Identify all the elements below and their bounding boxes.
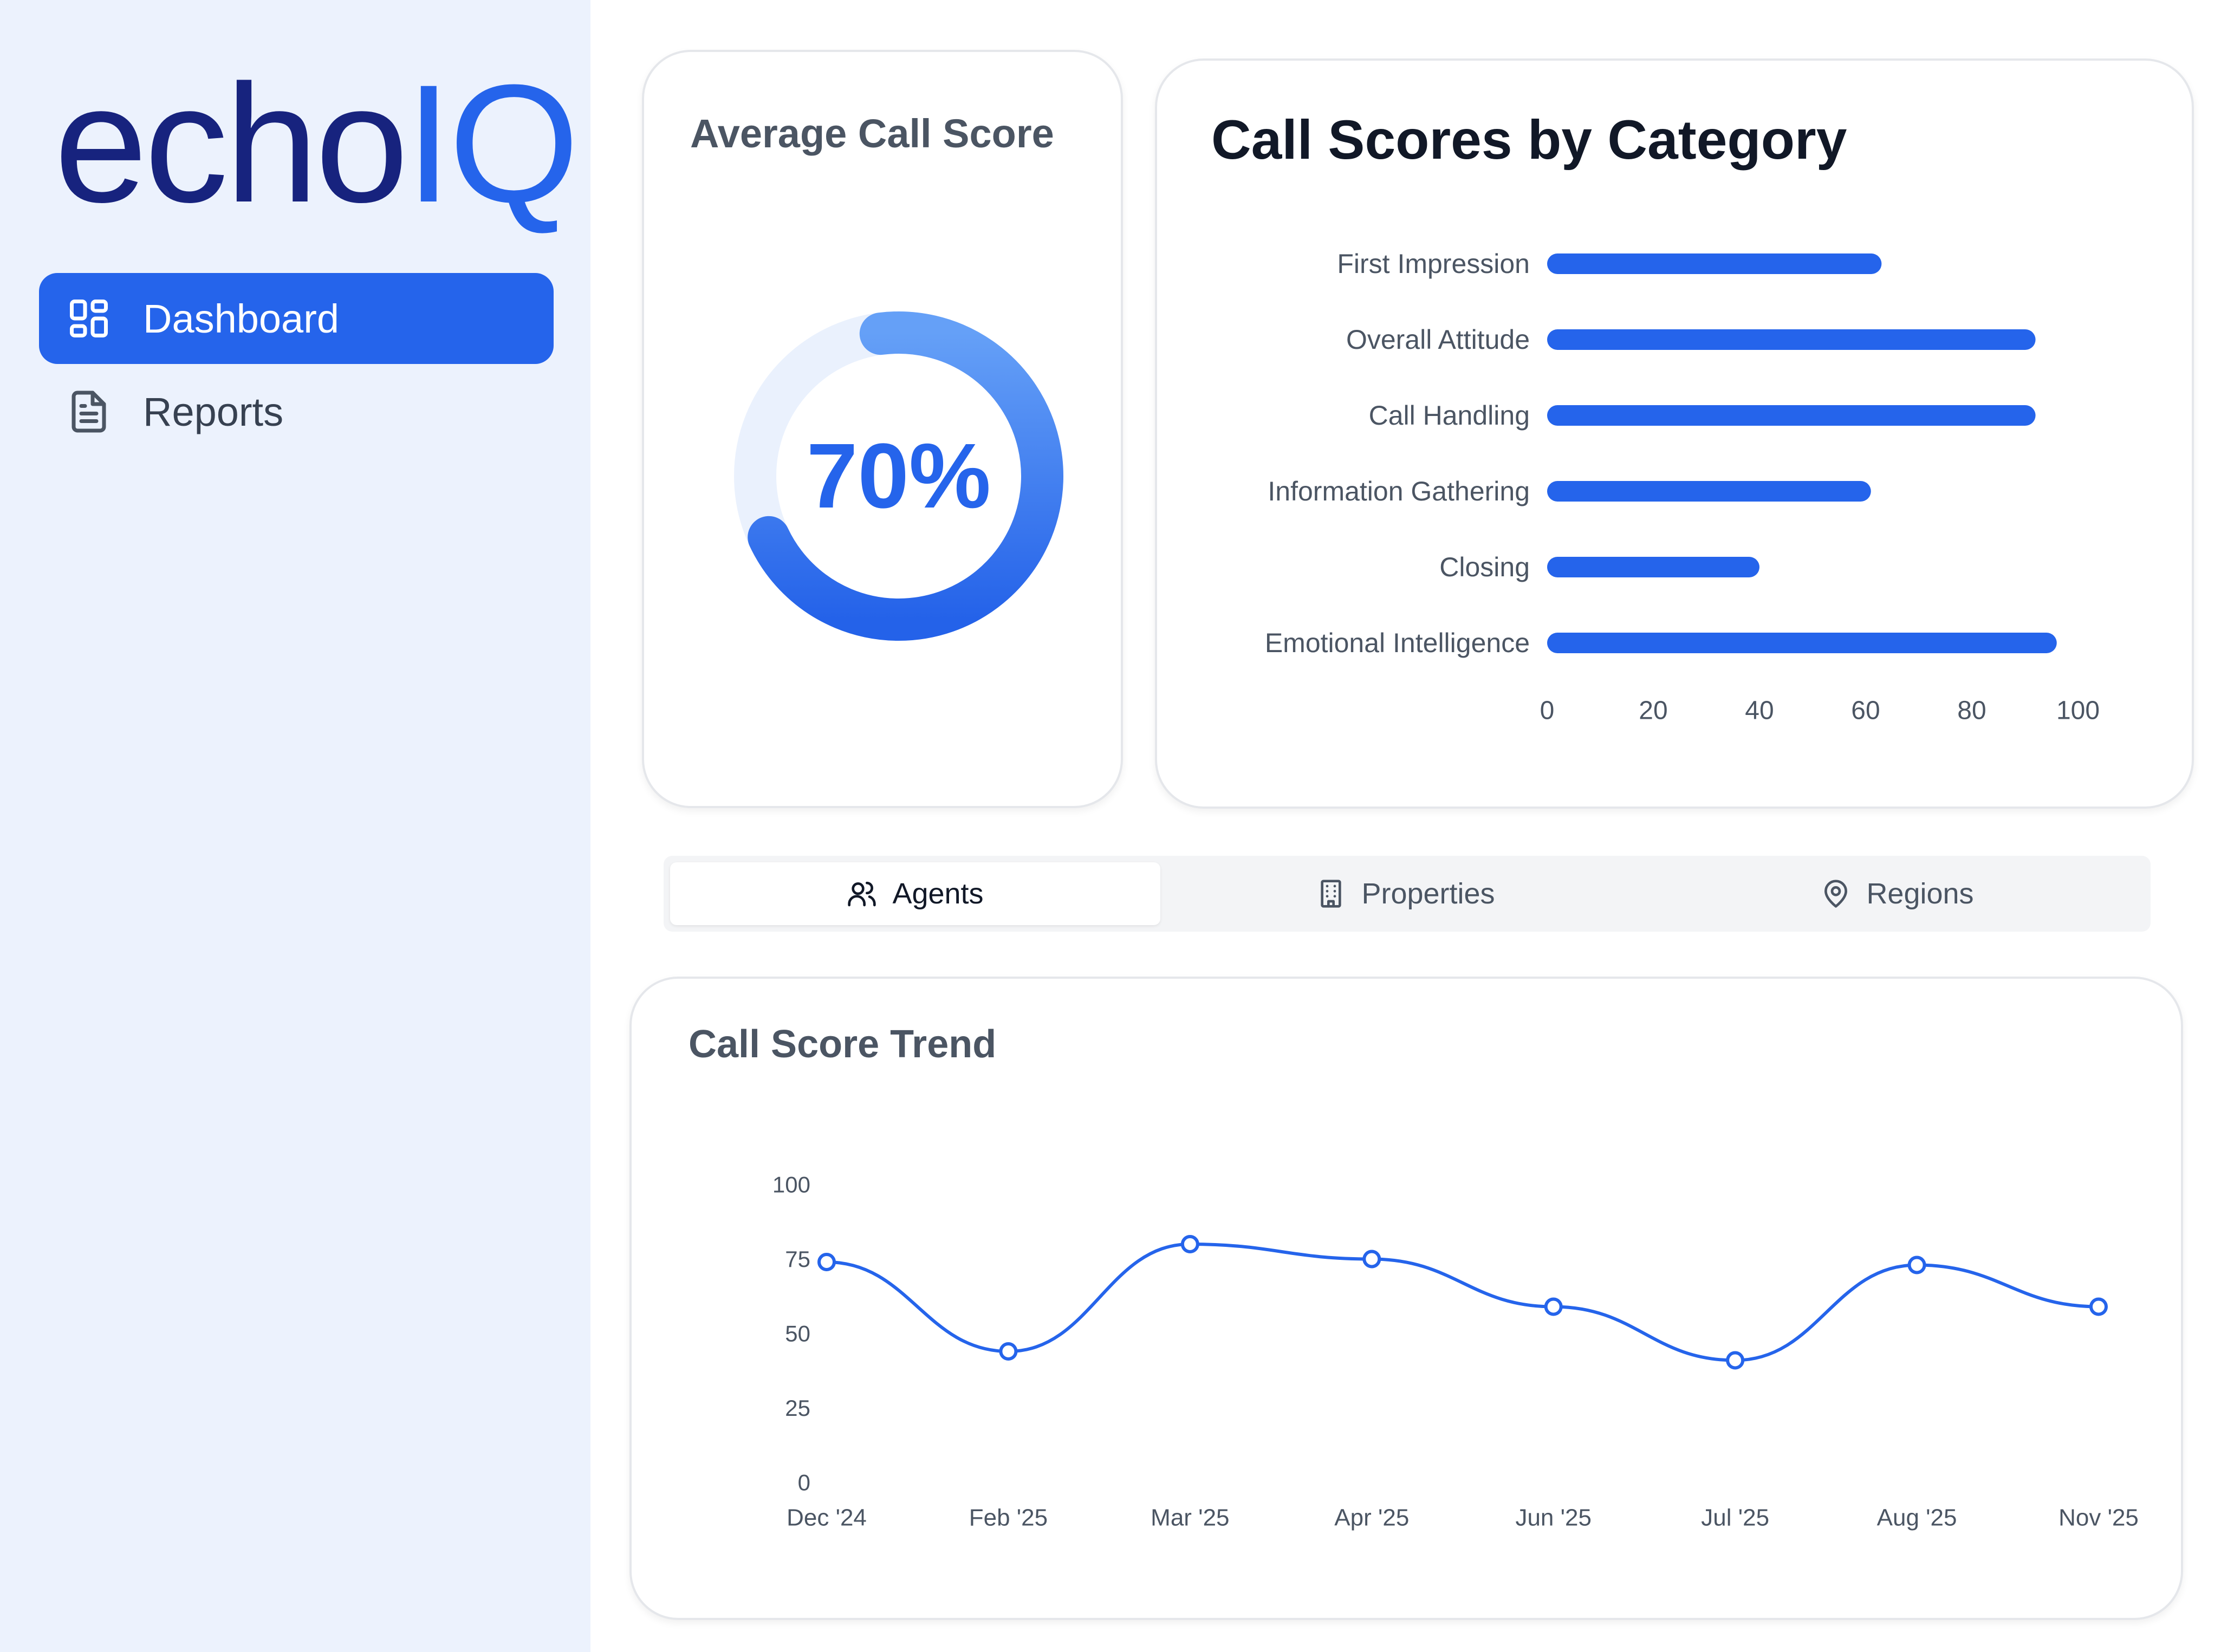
trend-data-point[interactable] <box>2089 1297 2108 1316</box>
tab-agents[interactable]: Agents <box>670 862 1160 925</box>
logo-text-echo: echo <box>54 49 408 237</box>
map-pin-icon <box>1824 880 1848 908</box>
sidebar-item-label: Dashboard <box>143 296 340 341</box>
category-label: Information Gathering <box>1268 476 1530 506</box>
category-label: Overall Attitude <box>1346 324 1530 355</box>
card-title: Call Scores by Category <box>1211 109 1847 171</box>
tab-label: Agents <box>892 877 984 910</box>
logo-text-iq: IQ <box>405 49 579 237</box>
average-score-gauge: 70% <box>734 311 1063 641</box>
category-label: Emotional Intelligence <box>1265 628 1530 658</box>
y-tick-label: 75 <box>785 1246 810 1272</box>
category-label: Call Handling <box>1369 400 1530 431</box>
card-title: Call Score Trend <box>689 1023 997 1066</box>
trend-data-point[interactable] <box>1544 1297 1563 1316</box>
x-tick-label: Jun '25 <box>1515 1505 1592 1531</box>
category-bar[interactable] <box>1547 405 2036 426</box>
x-tick-label: Apr '25 <box>1334 1505 1409 1531</box>
trend-data-point[interactable] <box>1907 1256 1926 1274</box>
x-tick-label: Feb '25 <box>969 1505 1048 1531</box>
tab-regions[interactable]: Regions <box>1651 862 2144 925</box>
x-tick-label: 0 <box>1540 697 1555 725</box>
y-tick-label: 25 <box>785 1395 810 1421</box>
category-scores-card: Call Scores by Category First Impression… <box>1155 58 2194 809</box>
x-tick-label: Mar '25 <box>1151 1505 1229 1531</box>
card-title: Average Call Score <box>690 111 1054 156</box>
sidebar-item-reports[interactable]: Reports <box>39 366 554 457</box>
category-bar[interactable] <box>1547 481 1871 502</box>
call-score-line-chart: 0 25 50 75 100 Dec '24 Feb '25 Mar '25 Apr '25 Ju… <box>772 1172 2139 1531</box>
trend-data-point[interactable] <box>1362 1250 1381 1269</box>
tab-properties[interactable]: Properties <box>1160 862 1651 925</box>
tab-label: Regions <box>1866 877 1974 910</box>
x-tick-label: Aug '25 <box>1877 1505 1957 1531</box>
x-tick-label: Nov '25 <box>2058 1505 2139 1531</box>
report-document-icon <box>66 389 112 434</box>
building-icon <box>1321 880 1342 908</box>
x-tick-label: 20 <box>1639 697 1667 725</box>
category-bar[interactable] <box>1547 633 2057 653</box>
call-score-trend-card: Call Score Trend 0 25 50 75 100 Dec '24 Feb '2… <box>629 977 2183 1620</box>
y-tick-label: 100 <box>772 1172 810 1198</box>
x-tick-label: Dec '24 <box>787 1505 867 1531</box>
average-score-card: Average Call Score 70% <box>642 50 1123 808</box>
sidebar-item-label: Reports <box>143 389 284 434</box>
y-tick-label: 0 <box>798 1470 810 1495</box>
trend-data-point[interactable] <box>999 1342 1018 1361</box>
x-tick-label: 60 <box>1851 697 1880 725</box>
trend-data-point[interactable] <box>1726 1351 1745 1370</box>
category-bar[interactable] <box>1547 253 1882 274</box>
dashboard-icon <box>66 296 112 341</box>
gauge-progress-arc <box>748 311 1063 641</box>
category-label: First Impression <box>1337 249 1530 279</box>
users-icon <box>848 881 876 907</box>
trend-data-point[interactable] <box>817 1253 836 1271</box>
x-tick-label: Jul '25 <box>1701 1505 1769 1531</box>
category-label: Closing <box>1439 552 1530 582</box>
segment-tabs: Agents Properties Regions <box>664 856 2151 932</box>
echoiq-logo[interactable]: echoIQ <box>54 60 580 227</box>
trend-series-line <box>826 1242 2099 1362</box>
x-tick-label: 40 <box>1745 697 1774 725</box>
trend-data-point[interactable] <box>1180 1235 1199 1253</box>
category-bar-chart: First Impression Overall Attitude Call Han… <box>1265 249 2100 725</box>
x-tick-label: 100 <box>2056 697 2100 725</box>
sidebar: echoIQ Dashboard Reports <box>0 0 590 1652</box>
gauge-value-label: 70% <box>807 425 991 528</box>
y-tick-label: 50 <box>785 1321 810 1347</box>
tab-label: Properties <box>1361 877 1495 910</box>
sidebar-item-dashboard[interactable]: Dashboard <box>39 273 554 364</box>
category-bar[interactable] <box>1547 557 1759 577</box>
x-tick-label: 80 <box>1957 697 1986 725</box>
category-bar[interactable] <box>1547 329 2036 350</box>
